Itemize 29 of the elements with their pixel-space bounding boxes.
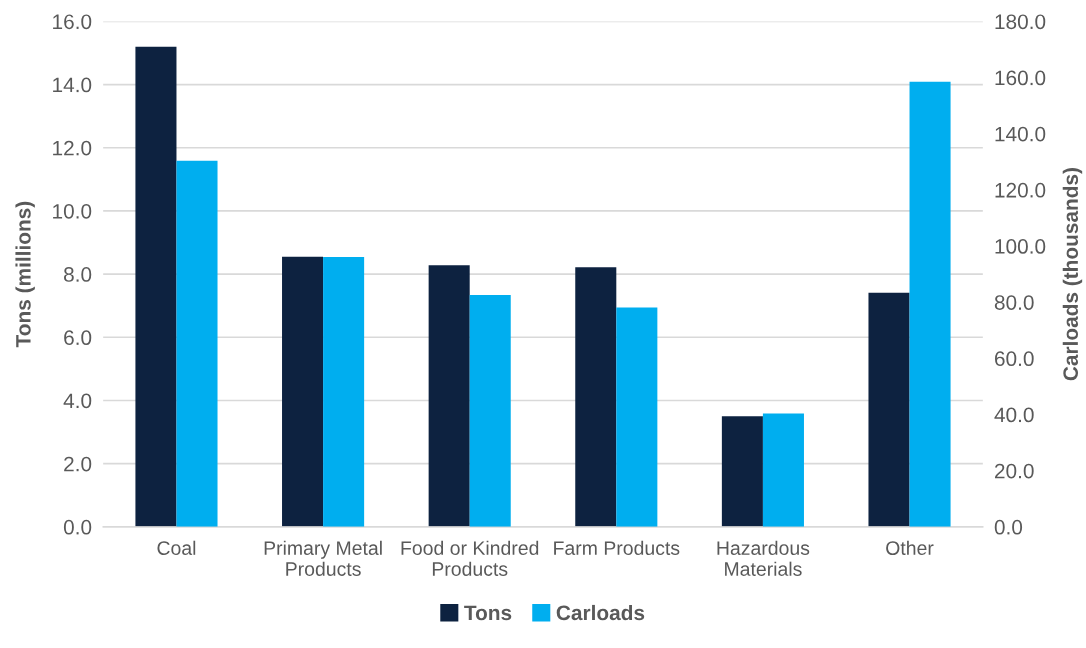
y-tick-label: 6.0 (64, 330, 92, 346)
y2-tick-label: 80.0 (994, 295, 1034, 310)
y-axis-title: Tons (millions) (15, 201, 35, 348)
y2-axis-title: Carloads (thousands) (1062, 168, 1083, 381)
y2-tick-label: 140.0 (995, 126, 1046, 142)
y-tick-label: 2.0 (64, 456, 92, 472)
y-tick-label: 0.0 (63, 519, 92, 535)
y2-tick-label: 20.0 (994, 463, 1034, 479)
y-tick-label: 4.0 (63, 393, 92, 409)
x-tick-label: Other (886, 540, 934, 555)
y2-tick-label: 0.0 (994, 519, 1023, 535)
x-tick-label: Farm Products (554, 540, 680, 555)
y2-tick-label: 120.0 (995, 182, 1046, 198)
y-tick-label: 10.0 (53, 203, 92, 219)
y2-tick-label: 40.0 (994, 407, 1034, 423)
y2-tick-label: 160.0 (995, 70, 1046, 86)
y2-tick-label: 180.0 (995, 14, 1046, 30)
y2-tick-label: 100.0 (995, 239, 1046, 254)
y-tick-label: 8.0 (64, 267, 92, 282)
y-tick-label: 16.0 (53, 14, 92, 30)
x-tick-label: Coal (157, 540, 196, 555)
x-tick-label: Primary Metal Products (264, 540, 382, 576)
y-tick-label: 12.0 (53, 140, 92, 156)
x-tick-label: Hazardous Materials (717, 540, 810, 576)
y2-tick-label: 60.0 (995, 351, 1034, 367)
x-tick-label: Food or Kindred Products (401, 540, 539, 576)
legend-label: Carloads (556, 604, 645, 621)
y-tick-label: 14.0 (53, 77, 92, 93)
legend-label: Tons (464, 605, 512, 621)
